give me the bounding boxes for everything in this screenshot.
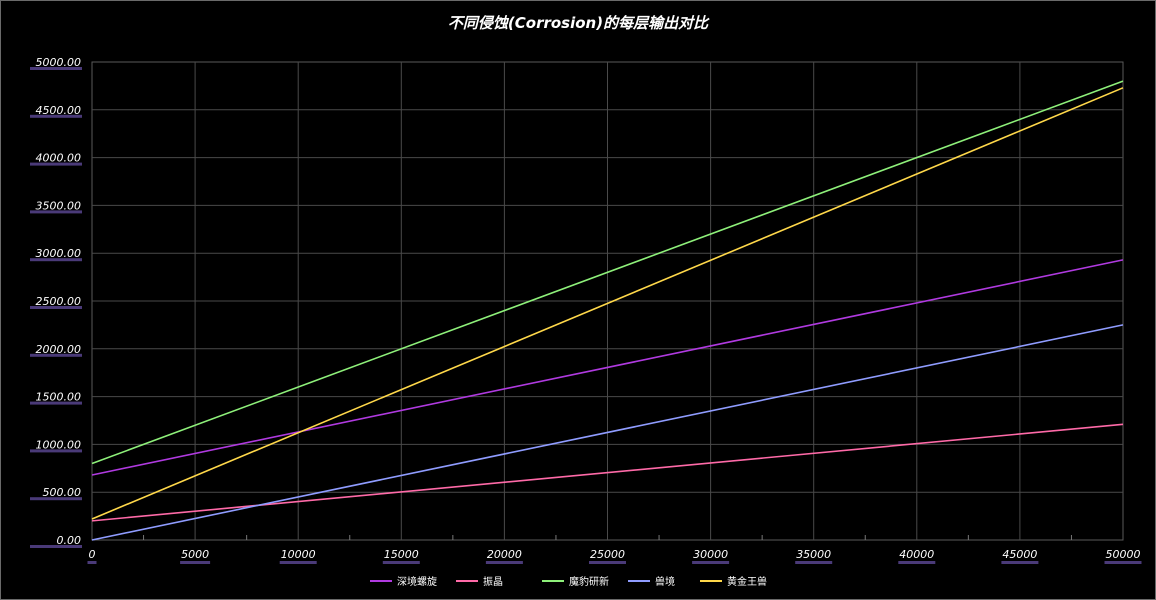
x-tick-label: 5000 [181,548,209,561]
y-tick-label: 1000.00 [36,438,82,451]
y-tick-label: 4500.00 [36,104,82,117]
x-tick-label: 0 [89,548,96,561]
x-tick-underline [485,561,523,564]
y-tick-label: 5000.00 [36,56,82,69]
x-tick-underline [1001,561,1039,564]
y-tick-label: 0.00 [57,534,82,547]
y-tick-underline [30,67,82,70]
y-tick-underline [30,449,82,453]
y-tick-label: 3500.00 [36,199,82,212]
y-tick-label: 2000.00 [36,343,82,356]
y-tick-underline [30,545,82,548]
x-tick-label: 25000 [590,548,625,561]
x-axis-ticks: 0 5000 10000 15000 20000 25000 30000 35000 40000… [87,548,1142,564]
x-tick-underline [87,561,97,564]
x-tick-label: 45000 [1002,548,1037,561]
x-tick-underline [1104,561,1142,564]
legend-label: 魔豹研新 [569,575,609,588]
x-tick-underline [180,561,211,564]
legend-label: 黄金王兽 [727,575,767,588]
chart-title: 不同侵蚀(Corrosion)的每层输出对比 [447,14,709,32]
series-line [91,324,1124,541]
x-tick-label: 15000 [384,548,419,561]
y-tick-underline [30,210,82,214]
x-tick-underline [589,561,626,564]
x-tick-underline [795,561,833,564]
y-tick-underline [30,353,82,357]
y-tick-underline [30,162,82,166]
y-tick-underline [30,306,82,309]
x-tick-underline [382,561,420,564]
y-tick-underline [30,497,82,501]
y-axis-ticks: 0.00 500.00 1000.00 1500.00 2000.00 2500.00 30… [30,56,82,548]
x-tick-label: 50000 [1106,548,1141,561]
y-tick-label: 4000.00 [36,152,82,165]
x-tick-label: 20000 [487,548,522,561]
y-tick-label: 2500.00 [36,295,82,308]
x-tick-underline [279,561,317,564]
series-line [91,80,1124,465]
x-tick-underline [692,561,730,564]
y-tick-underline [30,401,82,405]
series-line [91,259,1124,476]
y-tick-label: 500.00 [43,486,82,499]
x-tick-label: 10000 [281,548,316,561]
y-tick-label: 1500.00 [36,391,82,404]
x-tick-label: 30000 [693,548,728,561]
legend: 深境螺旋 振晶 魔豹研新 兽境 黄金王兽 [370,575,767,588]
x-tick-underline [898,561,936,564]
series-line [91,87,1124,520]
legend-label: 兽境 [655,575,675,588]
y-tick-label: 3000.00 [36,247,82,260]
legend-label: 振晶 [483,575,503,588]
x-tick-label: 35000 [796,548,831,561]
grid [91,61,1124,541]
series-lines [91,80,1124,541]
x-tick-label: 40000 [899,548,934,561]
legend-label: 深境螺旋 [397,575,437,588]
y-tick-underline [30,114,82,118]
y-tick-underline [30,258,82,262]
